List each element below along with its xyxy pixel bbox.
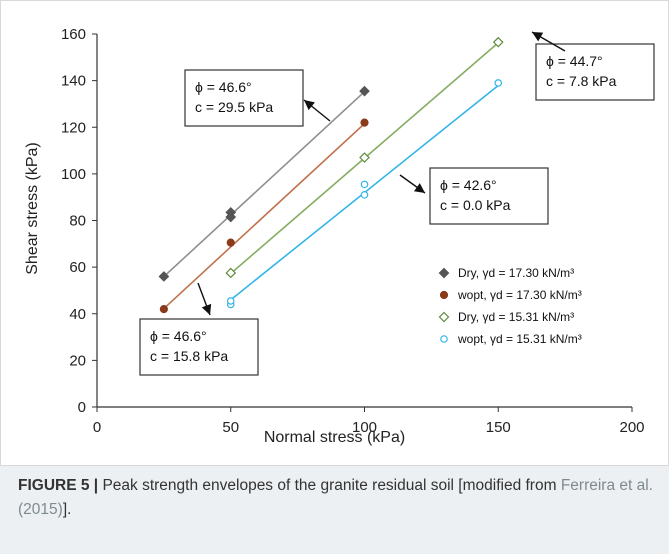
figure-caption: FIGURE 5 | Peak strength envelopes of th… bbox=[18, 474, 658, 522]
data-point-series-1 bbox=[359, 85, 370, 97]
arrow-head bbox=[201, 303, 212, 315]
legend-item-2: wopt, γd = 17.30 kN/m³ bbox=[439, 288, 582, 302]
caption-reference-link[interactable]: Ferreira et al. (2015) bbox=[18, 477, 653, 518]
x-tick-label: 150 bbox=[486, 419, 511, 436]
data-point-series-3 bbox=[225, 267, 237, 279]
annotation-cohesion: c = 0.0 kPa bbox=[440, 197, 511, 213]
legend-item-1: Dry, γd = 17.30 kN/m³ bbox=[438, 266, 574, 280]
arrow-head bbox=[532, 32, 544, 42]
chart: 0 20 40 60 80 100 120 140 160 0 50 100 150 200 Normal … bbox=[0, 0, 669, 466]
data-point-series-4 bbox=[360, 180, 369, 189]
annotation-cohesion: c = 7.8 kPa bbox=[546, 73, 617, 89]
y-tick-label: 20 bbox=[69, 352, 86, 369]
data-points bbox=[158, 36, 504, 314]
legend-label: Dry, γd = 15.31 kN/m³ bbox=[458, 310, 574, 324]
legend-marker bbox=[439, 290, 449, 300]
x-tick-label: 0 bbox=[93, 419, 101, 436]
caption-end: ]. bbox=[62, 501, 72, 518]
arrow-head bbox=[413, 183, 425, 193]
legend-marker bbox=[440, 335, 448, 343]
caption-body: Peak strength envelopes of the granite r… bbox=[98, 477, 561, 494]
annotation-friction-angle: ϕ = 44.7° bbox=[546, 53, 603, 69]
legend-marker bbox=[438, 267, 450, 279]
y-tick-label: 60 bbox=[69, 259, 86, 276]
annotation-arrow bbox=[531, 31, 566, 52]
fit-line-series-2 bbox=[163, 123, 366, 310]
caption-bar bbox=[0, 466, 669, 554]
data-point-series-1 bbox=[225, 206, 237, 218]
data-point-series-1 bbox=[158, 271, 170, 282]
annotation-arrow bbox=[303, 99, 331, 122]
data-point-series-2 bbox=[360, 118, 369, 127]
legend: Dry, γd = 17.30 kN/m³ wopt, γd = 17.30 kN… bbox=[438, 266, 582, 346]
legend-marker bbox=[438, 311, 450, 323]
y-tick-label: 80 bbox=[69, 213, 86, 230]
arrow-head bbox=[304, 100, 315, 111]
y-tick-label: 120 bbox=[61, 119, 86, 136]
annotation-friction-angle: ϕ = 46.6° bbox=[195, 79, 252, 95]
x-tick-label: 50 bbox=[222, 419, 239, 436]
annotations: ϕ = 46.6° c = 29.5 kPa ϕ = 46.6° c = 15.8 k… bbox=[139, 31, 655, 376]
data-point-series-3 bbox=[492, 36, 504, 48]
legend-label: Dry, γd = 17.30 kN/m³ bbox=[458, 266, 574, 280]
x-tick-label: 200 bbox=[619, 419, 644, 436]
annotation-friction-angle: ϕ = 42.6° bbox=[440, 177, 497, 193]
legend-label: wopt, γd = 15.31 kN/m³ bbox=[457, 332, 582, 346]
y-axis-title: Shear stress (kPa) bbox=[24, 142, 41, 274]
data-point-series-4 bbox=[494, 79, 503, 87]
legend-item-4: wopt, γd = 15.31 kN/m³ bbox=[440, 332, 582, 346]
fit-line-series-1 bbox=[163, 91, 366, 278]
annotation-cohesion: c = 15.8 kPa bbox=[150, 348, 228, 364]
annotation-2: ϕ = 46.6° c = 15.8 kPa bbox=[139, 318, 259, 376]
data-point-series-2 bbox=[226, 238, 235, 247]
legend-item-3: Dry, γd = 15.31 kN/m³ bbox=[438, 310, 574, 324]
annotation-arrow bbox=[197, 282, 212, 316]
annotation-1: ϕ = 46.6° c = 29.5 kPa bbox=[184, 69, 304, 127]
x-tick-label: 100 bbox=[352, 419, 377, 436]
annotation-box bbox=[184, 69, 304, 127]
annotation-box bbox=[139, 318, 259, 376]
data-point-series-4 bbox=[360, 191, 369, 199]
data-point-series-3 bbox=[359, 152, 370, 163]
y-tick-label: 100 bbox=[61, 166, 86, 183]
data-point-series-2 bbox=[159, 304, 168, 314]
data-point-series-4 bbox=[226, 297, 235, 305]
y-tick-label: 0 bbox=[78, 399, 86, 416]
annotation-box bbox=[429, 167, 549, 225]
y-tick-label: 160 bbox=[61, 26, 86, 43]
annotation-friction-angle: ϕ = 46.6° bbox=[150, 328, 207, 344]
annotation-box bbox=[535, 43, 655, 101]
axes: 0 20 40 60 80 100 120 140 160 0 50 100 150 200 Normal … bbox=[24, 26, 645, 446]
x-axis-title: Normal stress (kPa) bbox=[264, 429, 405, 446]
y-tick-label: 140 bbox=[61, 73, 86, 90]
y-tick-label: 40 bbox=[69, 306, 86, 323]
annotation-cohesion: c = 29.5 kPa bbox=[195, 99, 273, 115]
caption-label: FIGURE 5 | bbox=[18, 477, 99, 494]
legend-label: wopt, γd = 17.30 kN/m³ bbox=[457, 288, 582, 302]
annotation-4: ϕ = 42.6° c = 0.0 kPa bbox=[429, 167, 549, 225]
annotation-3: ϕ = 44.7° c = 7.8 kPa bbox=[535, 43, 655, 101]
annotation-arrow bbox=[399, 174, 426, 194]
